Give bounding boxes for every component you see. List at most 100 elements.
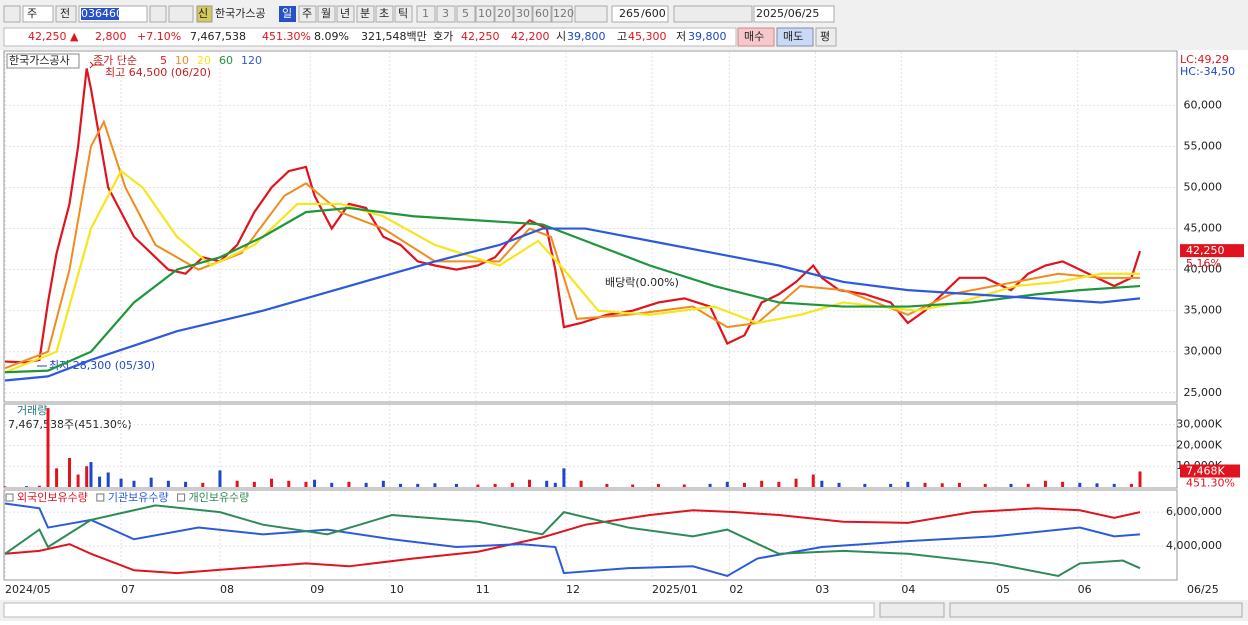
volume-bar <box>1009 483 1013 487</box>
interval-button[interactable] <box>416 5 436 23</box>
y-tick-label: 6,000,000 <box>1166 505 1222 518</box>
sound-button[interactable] <box>168 5 194 23</box>
volume-bar <box>811 474 815 487</box>
y-tick-label: 25,000 <box>1184 386 1223 399</box>
sell-button[interactable] <box>776 27 814 47</box>
volume-bar <box>46 408 50 487</box>
volume-bar <box>562 468 566 487</box>
interval: 120 <box>553 7 574 20</box>
sell: 매도 <box>783 30 803 43</box>
volume-bar <box>24 486 28 487</box>
volume-bar <box>313 479 317 487</box>
eval-button[interactable] <box>815 27 837 47</box>
search-button[interactable] <box>149 5 167 23</box>
interval: 20 <box>497 7 511 20</box>
period-button[interactable] <box>336 5 355 23</box>
legend-entry: 120 <box>241 54 262 67</box>
period-button[interactable] <box>298 5 317 23</box>
period-day[interactable] <box>279 6 296 22</box>
stock-name: 한국가스공 <box>215 7 266 20</box>
y-tick-label: 45,000 <box>1184 222 1223 235</box>
volume-bar <box>399 483 403 487</box>
count-input[interactable] <box>611 5 669 23</box>
period: 분 <box>360 7 370 20</box>
x-tick-label: 08 <box>220 583 234 596</box>
volume-bar <box>1026 483 1030 487</box>
volume-panel <box>3 403 1178 489</box>
quote-bar <box>3 27 737 47</box>
low-note: 최저 28,300 (05/30) <box>49 359 155 372</box>
interval: 30 <box>516 7 530 20</box>
low: 39,800 <box>688 30 727 43</box>
interval-button[interactable] <box>475 5 495 23</box>
volume-bar <box>794 478 798 487</box>
y-tick-label: 50,000 <box>1184 180 1223 193</box>
hc-label: HC:-34,50 <box>1180 65 1235 78</box>
stock-label-box <box>6 53 80 69</box>
volume-bar <box>742 482 746 487</box>
volume-bar <box>656 483 660 487</box>
series-line <box>4 502 1141 578</box>
prev-button[interactable] <box>55 5 77 23</box>
prev: 전 <box>60 7 70 20</box>
series-line <box>4 206 1141 374</box>
interval-button[interactable] <box>513 5 533 23</box>
interval-button[interactable] <box>532 5 552 23</box>
volume-bar <box>837 482 841 487</box>
interval-button[interactable] <box>456 5 476 23</box>
period: 초 <box>379 7 389 20</box>
interval-button[interactable] <box>494 5 514 23</box>
volume-bar <box>760 480 764 487</box>
legend-entry: 개인보유수량 <box>189 491 250 504</box>
volume-bar <box>416 483 420 487</box>
volume-bar <box>149 477 153 487</box>
zoom-tools[interactable] <box>949 602 1243 618</box>
period-buttons: 주 월 년 분 초 틱 <box>298 5 413 23</box>
date-input[interactable] <box>753 5 835 23</box>
menu-button[interactable] <box>3 5 21 23</box>
volume-bar <box>1043 480 1047 487</box>
x-tick-label: 09 <box>310 583 324 596</box>
volume-bar <box>579 480 583 487</box>
legend-entry: 20 <box>197 54 211 67</box>
x-tick-label: 07 <box>121 583 135 596</box>
volume-bar <box>528 479 532 487</box>
volume-bar <box>493 483 497 487</box>
period-button[interactable] <box>394 5 413 23</box>
new-badge[interactable] <box>196 5 213 23</box>
period-button[interactable] <box>317 5 336 23</box>
market-select[interactable] <box>22 5 54 23</box>
y-tick-label: 55,000 <box>1184 139 1223 152</box>
y-tick-label: 30,000 <box>1184 345 1223 358</box>
scroll-track[interactable] <box>3 602 875 618</box>
volume-bar <box>906 481 910 487</box>
interval-button[interactable] <box>551 5 573 23</box>
volume-bar <box>166 480 170 487</box>
change-rate: +7.10% <box>137 30 181 43</box>
legend-swatch <box>96 493 105 502</box>
volume-bar <box>3 486 7 487</box>
period-button[interactable] <box>356 5 375 23</box>
volume-rate: 451.30% <box>262 30 311 43</box>
high: 45,300 <box>628 30 667 43</box>
tool-icons[interactable] <box>673 5 753 23</box>
volume-bar <box>55 468 59 487</box>
volume-bar <box>184 481 188 487</box>
interval-button[interactable] <box>436 5 456 23</box>
volume-bar <box>89 462 93 487</box>
volume-title: 거래량 <box>17 404 47 417</box>
period-button[interactable] <box>375 5 394 23</box>
legend-entry: 기관보유수량 <box>108 491 169 504</box>
volume-bar <box>476 484 480 487</box>
buy-button[interactable] <box>737 27 775 47</box>
volume-bar <box>433 483 437 487</box>
nav-buttons[interactable] <box>879 602 945 618</box>
dividend-note: 배당락(0.00%) <box>605 276 679 289</box>
volume-bar <box>235 480 239 487</box>
volume-bar <box>1095 483 1099 487</box>
x-tick-label: 03 <box>815 583 829 596</box>
volume-bar <box>863 483 867 487</box>
interval-select[interactable] <box>574 5 608 23</box>
series-line <box>4 507 1141 575</box>
volume-bar <box>1129 483 1133 487</box>
